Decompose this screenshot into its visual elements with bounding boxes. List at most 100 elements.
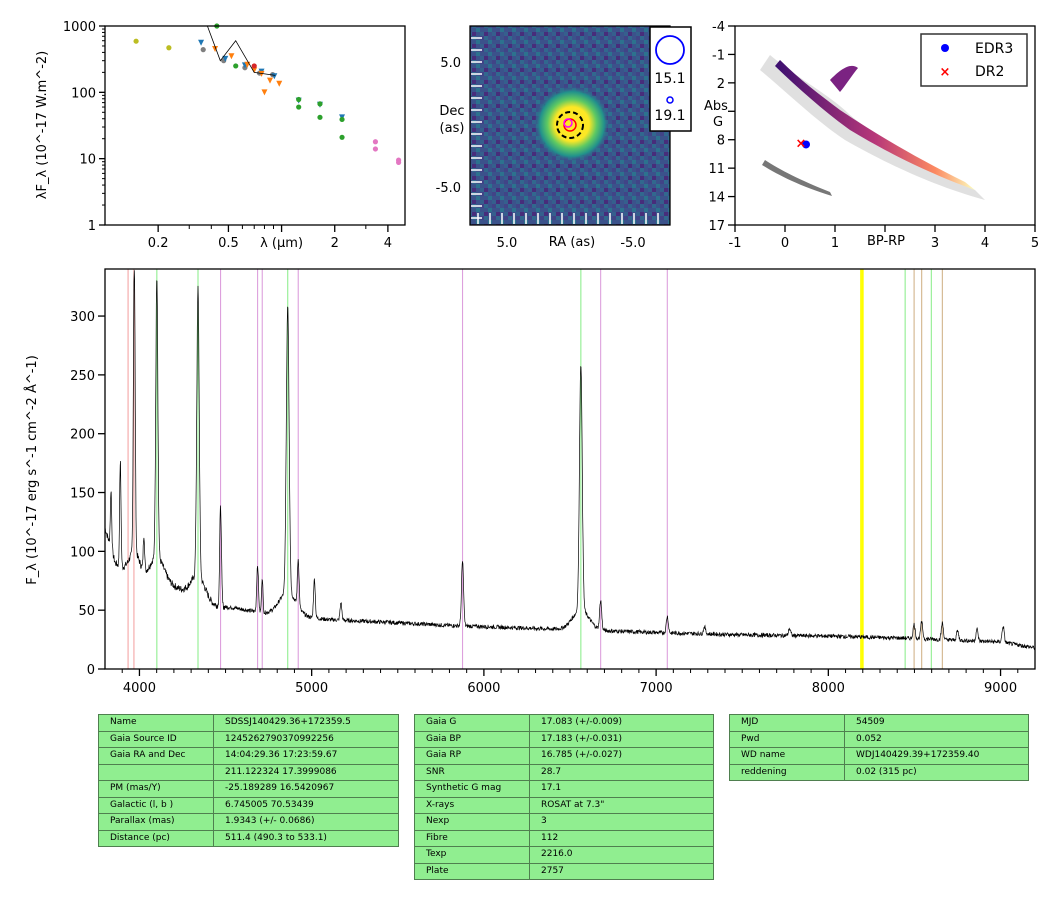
info-value: 16.785 (+/-0.027) (529, 747, 714, 765)
sed-ytick-label: 100 (71, 86, 96, 101)
hrd-legend-box (920, 33, 1028, 87)
spectrum-ylabel: F_λ (10^-17 erg s^-1 cm^-2 Å^-1) (24, 355, 40, 585)
hrd-xtick-label: 5 (1031, 236, 1039, 251)
spectrum-xtick-label: 7000 (640, 681, 673, 696)
info-value: 1245262790370992256 (213, 730, 399, 748)
info-row: Gaia Source ID 1245262790370992256 (98, 730, 399, 748)
sed-plot-area (133, 23, 402, 165)
info-value: 28.7 (529, 763, 714, 781)
info-row: X-rays ROSAT at 7.3" (414, 796, 714, 814)
sed-point (317, 101, 323, 107)
sed-point (251, 63, 257, 69)
info-key: Name (98, 714, 214, 732)
spectrum-ytick-label: 50 (78, 604, 95, 619)
hrd-ytick-label: -1 (712, 48, 725, 63)
sed-point (133, 38, 139, 44)
info-value: 1.9343 (+/- 0.0686) (213, 813, 399, 831)
sed-point (276, 80, 283, 87)
hrd-axes: -1 0 1 3 4 5 -4 -1 2 8 11 14 17 (708, 20, 1039, 251)
sed-point (372, 139, 379, 145)
sed-line (207, 25, 276, 76)
spectrum-line-markers (127, 269, 943, 669)
spectrum-xtick-label: 5000 (295, 681, 328, 696)
info-value: -25.189289 16.5420967 (213, 780, 399, 798)
info-row: Texp 2216.0 (414, 846, 714, 864)
info-row: WD name WDJ140429.39+172359.40 (729, 747, 1029, 765)
sed-point (372, 146, 379, 152)
sed-axes: 1 10 100 1000 0.2 0.5 λ (μm) 2 4 (63, 20, 392, 251)
hrd-branch (830, 65, 858, 92)
info-row: Gaia RP 16.785 (+/-0.027) (414, 747, 714, 765)
image-legend: 15.1 19.1 (649, 26, 692, 132)
info-key: Galactic (l, b ) (98, 796, 214, 814)
hrd-point-edr3 (802, 140, 810, 149)
info-key: Gaia G (414, 714, 530, 732)
info-key: Synthetic G mag (414, 780, 530, 798)
hrd-wd-sequence (762, 160, 832, 196)
info-value: 17.183 (+/-0.031) (529, 730, 714, 748)
info-key: Gaia Source ID (98, 730, 214, 748)
hrd-legend-label-dr2: DR2 (975, 64, 1004, 80)
spectrum-frame (104, 268, 1036, 670)
info-key: Fibre (414, 829, 530, 847)
spectrum-line (104, 270, 1036, 651)
spectrum-axes: 4000 5000 6000 7000 8000 9000 0 50 100 150 200 250 3… (70, 310, 1019, 696)
sed-point (296, 104, 302, 110)
info-key: Gaia RP (414, 747, 530, 765)
image-xtick-1: 5.0 (497, 236, 518, 251)
info-key: reddening (729, 763, 845, 781)
info-value: SDSSJ140429.36+172359.5 (213, 714, 399, 732)
image-ytick-1: 5.0 (440, 56, 461, 71)
sed-point (296, 96, 302, 103)
hrd-xtick-label: 4 (981, 236, 989, 251)
sed-ylabel: λF_λ (10^-17 W.m^-2) (35, 51, 50, 199)
info-key: X-rays (414, 796, 530, 814)
spectrum-ytick-label: 0 (87, 663, 95, 678)
sed-point (251, 67, 258, 74)
spectrum-xtick-label: 9000 (984, 681, 1017, 696)
info-key: MJD (729, 714, 845, 732)
info-row: Synthetic G mag 17.1 (414, 780, 714, 798)
spectrum-ytick-label: 300 (70, 310, 95, 325)
sed-point (267, 77, 274, 84)
info-table-3: MJD 54509 Pwd 0.052 WD name WDJ140429.39+1723… (729, 714, 1029, 781)
info-value: 17.083 (+/-0.009) (529, 714, 714, 732)
hrd-panel: × -1 0 1 3 4 5 -4 -1 2 8 11 14 17 Abs G BP-RP EDR3 ×… (704, 20, 1039, 251)
info-row: Fibre 112 (414, 829, 714, 847)
hrd-density (760, 55, 985, 200)
info-value: 17.1 (529, 780, 714, 798)
info-value: 211.122324 17.3999086 (213, 763, 399, 781)
info-row: Gaia RA and Dec 14:04:29.36 17:23:59.67 (98, 747, 399, 765)
info-key: WD name (729, 747, 845, 765)
hrd-xtick-label: 1 (831, 236, 839, 251)
info-value: 54509 (844, 714, 1029, 732)
image-ticks (471, 37, 659, 224)
sed-ytick-label: 1000 (63, 20, 96, 35)
info-row: Gaia G 17.083 (+/-0.009) (414, 714, 714, 732)
info-value: 0.02 (315 pc) (844, 763, 1029, 781)
sed-xtick-label: 0.2 (148, 236, 169, 251)
sed-point (261, 89, 268, 96)
hrd-xlabel: BP-RP (867, 234, 905, 249)
spectrum-xtick-label: 4000 (123, 681, 156, 696)
sed-ytick-label: 1 (88, 219, 96, 234)
image-panel: Dec (as) RA (as) 5.0 -5.0 5.0 -5.0 15.1 … (436, 25, 692, 251)
sed-point (339, 134, 345, 140)
info-key: Gaia RA and Dec (98, 747, 214, 765)
sed-frame (104, 25, 406, 226)
hrd-ylabel-line2: G (713, 115, 723, 130)
hrd-legend-marker-edr3 (941, 44, 949, 52)
target-circle-dashed (556, 111, 584, 139)
hrd-ylabel-line1: Abs (704, 99, 728, 114)
hrd-ytick-label: 11 (708, 162, 725, 177)
info-value: 14:04:29.36 17:23:59.67 (213, 747, 399, 765)
info-row: Galactic (l, b ) 6.745005 70.53439 (98, 796, 399, 814)
spectrum-panel: 4000 5000 6000 7000 8000 9000 0 50 100 150 200 250 3… (24, 268, 1036, 696)
sed-point (198, 39, 205, 46)
info-value: WDJ140429.39+172359.40 (844, 747, 1029, 765)
info-row: Name SDSSJ140429.36+172359.5 (98, 714, 399, 732)
image-ylabel-line2: (as) (440, 121, 465, 136)
info-key: Distance (pc) (98, 829, 214, 847)
sed-point (200, 47, 206, 53)
